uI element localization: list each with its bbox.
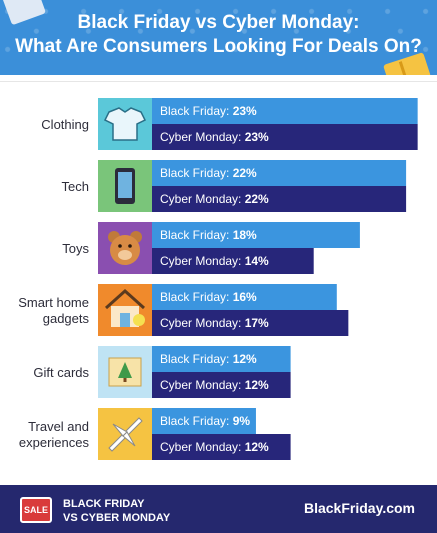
category-label: Toys bbox=[62, 241, 89, 256]
smart-home-icon bbox=[98, 284, 152, 336]
bar-series-name: Black Friday: bbox=[160, 290, 233, 304]
bar-label: Black Friday: 12% bbox=[160, 352, 257, 366]
bar-label: Cyber Monday: 12% bbox=[160, 440, 269, 454]
bar-cyber-monday bbox=[152, 248, 314, 274]
bar-label: Cyber Monday: 14% bbox=[160, 254, 269, 268]
bar-label: Cyber Monday: 23% bbox=[160, 130, 269, 144]
bar-series-name: Cyber Monday: bbox=[160, 130, 245, 144]
bar-black-friday bbox=[152, 98, 418, 124]
bar-cyber-monday bbox=[152, 310, 349, 336]
bar-series-name: Black Friday: bbox=[160, 414, 233, 428]
bar-label: Black Friday: 16% bbox=[160, 290, 257, 304]
bar-value-label: 12% bbox=[245, 378, 269, 392]
chart-title-line-2: What Are Consumers Looking For Deals On? bbox=[15, 36, 422, 57]
category-label: Clothing bbox=[41, 117, 89, 132]
sale-tag-icon: SALE bbox=[20, 497, 52, 523]
bar-series-name: Cyber Monday: bbox=[160, 192, 245, 206]
bar-series-name: Black Friday: bbox=[160, 166, 233, 180]
bar-series-name: Black Friday: bbox=[160, 228, 233, 242]
footer-tagline-line-1: BLACK FRIDAY bbox=[63, 498, 145, 510]
bar-value-label: 12% bbox=[245, 440, 269, 454]
bar-value-label: 9% bbox=[233, 414, 251, 428]
bar-value-label: 22% bbox=[245, 192, 269, 206]
bar-value-label: 14% bbox=[245, 254, 269, 268]
bar-series-name: Black Friday: bbox=[160, 104, 233, 118]
bar-cyber-monday bbox=[152, 186, 407, 212]
bar-series-name: Cyber Monday: bbox=[160, 316, 245, 330]
bar-value-label: 22% bbox=[233, 166, 257, 180]
bar-value-label: 18% bbox=[233, 228, 257, 242]
bar-value-label: 12% bbox=[233, 352, 257, 366]
bar-label: Black Friday: 9% bbox=[160, 414, 250, 428]
category-group: Travel and experiences Black Friday: 9% Cyb… bbox=[19, 408, 291, 460]
shirt-icon bbox=[98, 98, 152, 150]
footer-tagline-line-2: VS CYBER MONDAY bbox=[63, 512, 171, 524]
bar-series-name: Cyber Monday: bbox=[160, 440, 245, 454]
bar-label: Cyber Monday: 12% bbox=[160, 378, 269, 392]
category-group: Smart home gadgets Black Friday: 16% Cyber … bbox=[18, 284, 349, 336]
bar-label: Black Friday: 23% bbox=[160, 104, 257, 118]
bar-cyber-monday bbox=[152, 434, 291, 460]
airplane-icon bbox=[98, 408, 152, 460]
category-label: Smart home gadgets bbox=[18, 295, 89, 326]
category-label-line: gadgets bbox=[43, 311, 90, 326]
footer-bar: SALE BLACK FRIDAY VS CYBER MONDAY BlackF… bbox=[0, 485, 437, 533]
bar-series-name: Black Friday: bbox=[160, 352, 233, 366]
category-label-line: Gift cards bbox=[33, 365, 89, 380]
bar-cyber-monday bbox=[152, 372, 291, 398]
category-group: Toys Black Friday: 18% Cyber Monday: 14% bbox=[62, 222, 360, 274]
header-banner: Black Friday vs Cyber Monday: What Are C… bbox=[0, 0, 437, 75]
bar-black-friday bbox=[152, 222, 360, 248]
bar-label: Cyber Monday: 22% bbox=[160, 192, 269, 206]
chart-title-line-1: Black Friday vs Cyber Monday: bbox=[77, 12, 360, 33]
category-label: Tech bbox=[62, 179, 89, 194]
gift-card-icon bbox=[98, 346, 152, 398]
bar-series-name: Cyber Monday: bbox=[160, 254, 245, 268]
category-label-line: Clothing bbox=[41, 117, 89, 132]
category-label-line: Travel and bbox=[28, 419, 89, 434]
header-divider bbox=[0, 81, 437, 82]
bar-value-label: 17% bbox=[245, 316, 269, 330]
bar-label: Black Friday: 18% bbox=[160, 228, 257, 242]
category-label-line: Tech bbox=[62, 179, 89, 194]
bar-series-name: Cyber Monday: bbox=[160, 378, 245, 392]
category-label: Travel and experiences bbox=[19, 419, 90, 450]
bar-label: Black Friday: 22% bbox=[160, 166, 257, 180]
category-label-line: Toys bbox=[62, 241, 89, 256]
bar-value-label: 16% bbox=[233, 290, 257, 304]
header-pattern bbox=[0, 0, 437, 75]
brand-logo: BlackFriday.com bbox=[303, 500, 415, 516]
bar-cyber-monday bbox=[152, 124, 418, 150]
phone-icon bbox=[98, 160, 152, 212]
bar-black-friday bbox=[152, 346, 291, 372]
category-label-line: Smart home bbox=[18, 295, 89, 310]
bar-black-friday bbox=[152, 408, 256, 434]
bar-black-friday bbox=[152, 284, 337, 310]
bar-value-label: 23% bbox=[245, 130, 269, 144]
bar-value-label: 23% bbox=[233, 104, 257, 118]
bar-label: Cyber Monday: 17% bbox=[160, 316, 269, 330]
category-label: Gift cards bbox=[33, 365, 89, 380]
bar-black-friday bbox=[152, 160, 407, 186]
category-label-line: experiences bbox=[19, 435, 90, 450]
teddy-bear-icon bbox=[98, 222, 152, 274]
